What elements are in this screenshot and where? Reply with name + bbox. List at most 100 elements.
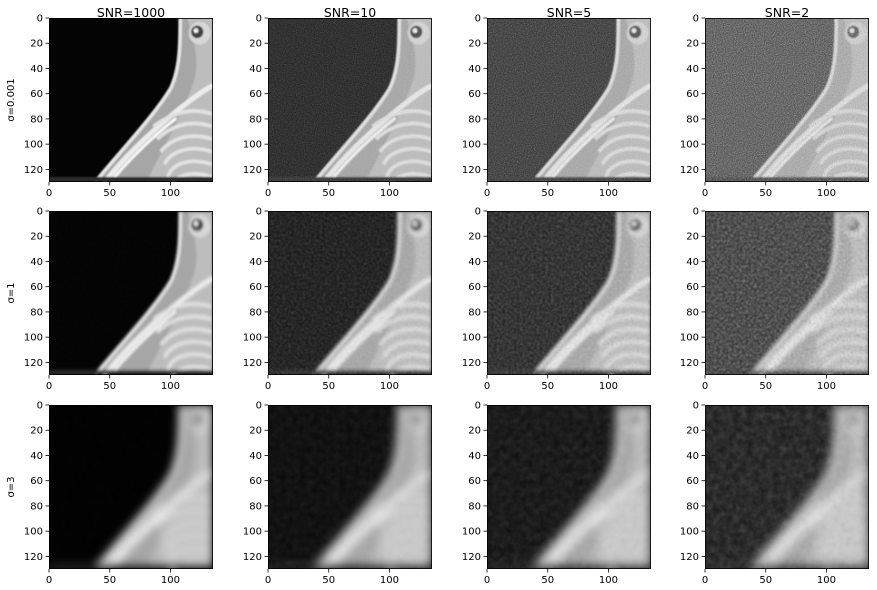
y-tick-label: 80 bbox=[249, 307, 262, 318]
y-tick-label: 100 bbox=[24, 140, 43, 151]
y-tick-label: 120 bbox=[462, 165, 481, 176]
x-tick-label: 100 bbox=[380, 575, 399, 586]
panel-frame bbox=[705, 211, 869, 375]
y-tick-label: 80 bbox=[30, 114, 43, 125]
y-tick-label: 60 bbox=[686, 476, 699, 487]
x-tick-label: 0 bbox=[702, 381, 708, 392]
x-tick-label: 0 bbox=[265, 188, 271, 199]
y-tick-label: 60 bbox=[249, 282, 262, 293]
x-tick-label: 50 bbox=[103, 575, 116, 586]
y-tick-label: 80 bbox=[468, 501, 481, 512]
panel-frame bbox=[487, 405, 651, 569]
y-tick-label: 60 bbox=[468, 282, 481, 293]
y-tick-label: 120 bbox=[680, 552, 699, 563]
y-tick-label: 80 bbox=[686, 114, 699, 125]
y-tick-label: 0 bbox=[693, 207, 699, 218]
panel-frame bbox=[487, 18, 651, 182]
x-tick-label: 0 bbox=[702, 188, 708, 199]
column-title: SNR=5 bbox=[547, 5, 591, 20]
y-tick-label: 120 bbox=[243, 165, 262, 176]
x-tick-label: 50 bbox=[541, 188, 554, 199]
x-tick-label: 100 bbox=[817, 575, 836, 586]
y-tick-label: 80 bbox=[30, 501, 43, 512]
panel-frame bbox=[268, 211, 432, 375]
image-panel: 0 50 100 0 20 40 60 80 100 120 bbox=[243, 14, 432, 199]
y-tick-label: 60 bbox=[249, 89, 262, 100]
x-tick-label: 100 bbox=[817, 381, 836, 392]
y-tick-label: 0 bbox=[256, 14, 262, 25]
x-tick-label: 100 bbox=[599, 575, 618, 586]
x-tick-label: 100 bbox=[599, 381, 618, 392]
y-tick-label: 0 bbox=[256, 207, 262, 218]
panel-frame bbox=[268, 405, 432, 569]
image-panel: 0 50 100 0 20 40 60 80 100 120 bbox=[462, 207, 651, 392]
y-tick-label: 80 bbox=[30, 307, 43, 318]
y-tick-label: 0 bbox=[475, 14, 481, 25]
y-tick-label: 120 bbox=[24, 552, 43, 563]
x-tick-label: 100 bbox=[380, 381, 399, 392]
y-tick-label: 20 bbox=[686, 39, 699, 50]
y-tick-label: 100 bbox=[24, 333, 43, 344]
panel-frame bbox=[49, 405, 213, 569]
y-tick-label: 80 bbox=[686, 307, 699, 318]
x-tick-label: 50 bbox=[541, 381, 554, 392]
y-tick-label: 0 bbox=[475, 401, 481, 412]
y-tick-label: 60 bbox=[468, 89, 481, 100]
y-tick-label: 0 bbox=[37, 14, 43, 25]
x-tick-label: 50 bbox=[759, 575, 772, 586]
y-tick-label: 40 bbox=[249, 257, 262, 268]
x-tick-label: 0 bbox=[702, 575, 708, 586]
x-tick-label: 50 bbox=[759, 188, 772, 199]
panel-frame bbox=[49, 211, 213, 375]
y-tick-label: 0 bbox=[693, 401, 699, 412]
panel-frame bbox=[49, 18, 213, 182]
image-panel: 0 50 100 0 20 40 60 80 100 120 bbox=[24, 401, 213, 586]
x-tick-label: 0 bbox=[265, 575, 271, 586]
image-panel: 0 50 100 0 20 40 60 80 100 120 bbox=[680, 401, 869, 586]
x-tick-label: 100 bbox=[161, 188, 180, 199]
y-tick-label: 0 bbox=[693, 14, 699, 25]
image-panel: 0 50 100 0 20 40 60 80 100 120 bbox=[24, 14, 213, 199]
y-tick-label: 80 bbox=[249, 114, 262, 125]
y-tick-label: 20 bbox=[30, 426, 43, 437]
x-tick-label: 50 bbox=[322, 575, 335, 586]
image-panel: 0 50 100 0 20 40 60 80 100 120 bbox=[243, 207, 432, 392]
y-tick-label: 100 bbox=[680, 333, 699, 344]
x-tick-label: 0 bbox=[484, 575, 490, 586]
y-tick-label: 120 bbox=[24, 165, 43, 176]
panel-frame bbox=[705, 405, 869, 569]
y-tick-label: 20 bbox=[30, 232, 43, 243]
y-tick-label: 100 bbox=[243, 527, 262, 538]
y-tick-label: 100 bbox=[680, 140, 699, 151]
image-panel: 0 50 100 0 20 40 60 80 100 120 bbox=[243, 401, 432, 586]
y-tick-label: 40 bbox=[249, 451, 262, 462]
y-tick-label: 40 bbox=[686, 257, 699, 268]
y-tick-label: 0 bbox=[37, 207, 43, 218]
x-tick-label: 100 bbox=[817, 188, 836, 199]
y-tick-label: 20 bbox=[686, 426, 699, 437]
x-tick-label: 0 bbox=[46, 575, 52, 586]
x-tick-label: 100 bbox=[161, 575, 180, 586]
y-tick-label: 100 bbox=[243, 333, 262, 344]
y-tick-label: 20 bbox=[468, 232, 481, 243]
y-tick-label: 60 bbox=[30, 476, 43, 487]
y-tick-label: 40 bbox=[468, 451, 481, 462]
x-tick-label: 50 bbox=[759, 381, 772, 392]
y-tick-label: 20 bbox=[30, 39, 43, 50]
y-tick-label: 20 bbox=[468, 426, 481, 437]
y-tick-label: 120 bbox=[680, 358, 699, 369]
y-tick-label: 60 bbox=[30, 89, 43, 100]
y-tick-label: 40 bbox=[468, 64, 481, 75]
x-tick-label: 0 bbox=[46, 381, 52, 392]
y-tick-label: 20 bbox=[686, 232, 699, 243]
x-tick-label: 0 bbox=[46, 188, 52, 199]
y-tick-label: 120 bbox=[243, 358, 262, 369]
image-panel: 0 50 100 0 20 40 60 80 100 120 bbox=[680, 14, 869, 199]
x-tick-label: 50 bbox=[541, 575, 554, 586]
y-tick-label: 0 bbox=[37, 401, 43, 412]
panel-frame bbox=[487, 211, 651, 375]
x-tick-label: 50 bbox=[103, 381, 116, 392]
image-panel: 0 50 100 0 20 40 60 80 100 120 bbox=[462, 14, 651, 199]
x-tick-label: 100 bbox=[380, 188, 399, 199]
y-tick-label: 40 bbox=[686, 64, 699, 75]
